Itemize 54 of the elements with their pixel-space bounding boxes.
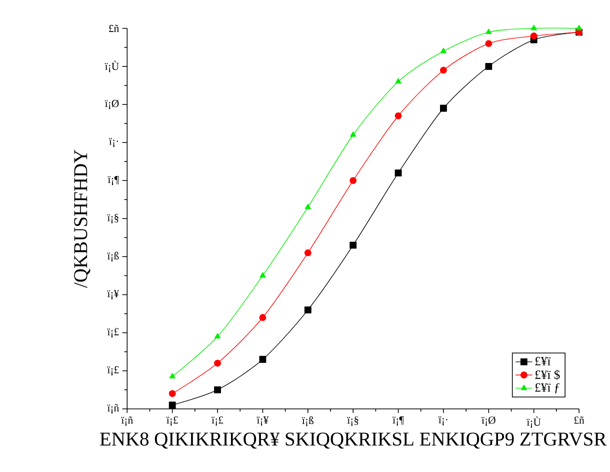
text: ï¡£ [107, 328, 119, 338]
point [486, 28, 492, 34]
point [576, 24, 582, 30]
text: ï¡Ù [104, 60, 119, 72]
x-tick-label: ï¡¶ [392, 416, 404, 426]
point [304, 204, 311, 209]
x-tick-label: £ñ [574, 416, 584, 424]
point [168, 401, 176, 408]
point [485, 40, 492, 47]
text: ï¡¶ [108, 176, 120, 185]
text: ï¡Ø [104, 100, 119, 109]
point [304, 249, 312, 256]
point [214, 360, 221, 366]
x-tick-label: ï¡Ø [481, 416, 496, 426]
point [485, 62, 492, 70]
point [259, 314, 266, 321]
legend-label: £¥ï $ [535, 369, 560, 380]
text: ï¡ñ [107, 404, 119, 414]
point [350, 242, 357, 248]
x-tick-label: ï¡· [438, 416, 448, 426]
point [260, 272, 266, 278]
point [440, 66, 447, 74]
text: ï¡· [108, 138, 118, 147]
point [214, 386, 221, 394]
x-tick-label: ï¡§ [347, 416, 358, 426]
point [440, 104, 447, 112]
x-tick-label: ï¡£ [212, 416, 224, 426]
x-axis-title: ENK8 QIKIKRIKQR¥ SKIQQKRIKSL ENKIQGP9 ZTGRVSR [100, 432, 607, 448]
point [394, 169, 402, 176]
x-tick-label: ï¡Ù [526, 416, 541, 428]
x-tick-label: ï¡£ [166, 416, 178, 426]
point [168, 390, 176, 397]
point [304, 306, 312, 314]
x-tick-label: ï¡ñ [121, 416, 133, 426]
point [394, 112, 402, 120]
text: ï¡§ [107, 214, 118, 224]
point [350, 176, 357, 184]
legend-label: £¥ï [535, 356, 551, 366]
point [169, 372, 176, 378]
text: £ñ [109, 24, 119, 32]
x-tick-label: ï¡ß [302, 416, 314, 426]
point [530, 24, 537, 30]
legend-label: £¥ï ƒ [535, 383, 560, 394]
point [214, 332, 221, 338]
text: ï¡£ [107, 366, 119, 376]
point [395, 78, 402, 84]
point [259, 356, 266, 363]
point [530, 32, 538, 40]
x-tick-label: ï¡¥ [256, 416, 269, 426]
y-axis-title: /QKBUSHFHDY [74, 150, 90, 288]
text: ï¡ß [107, 252, 119, 262]
text: ï¡¥ [107, 290, 120, 300]
point [350, 131, 356, 137]
point [440, 48, 447, 53]
